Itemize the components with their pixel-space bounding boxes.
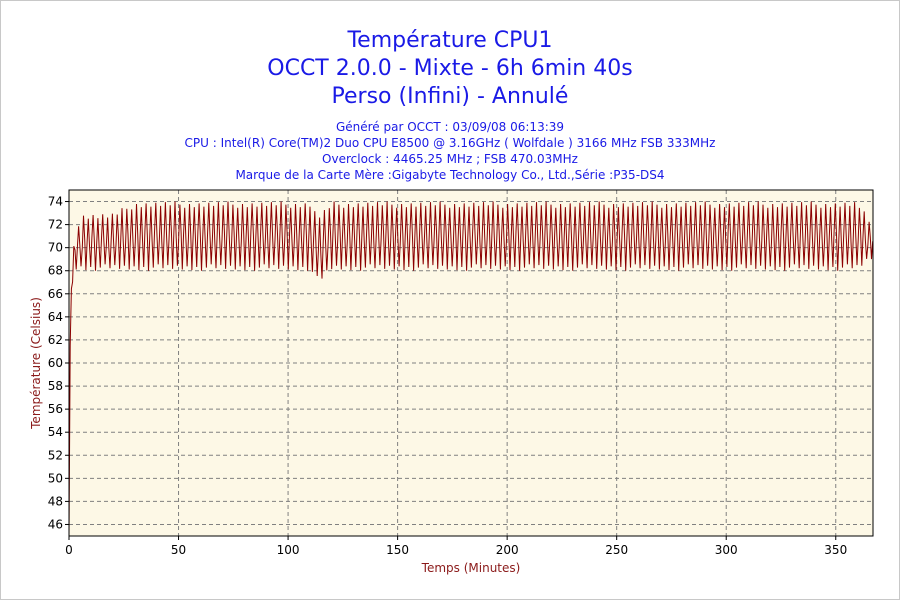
y-tick-label: 52 (48, 448, 63, 462)
chart-title-line2: OCCT 2.0.0 - Mixte - 6h 6min 40s (267, 56, 633, 81)
overclock-info: Overclock : 4465.25 MHz ; FSB 470.03MHz (322, 152, 578, 166)
generated-info: Généré par OCCT : 03/09/08 06:13:39 (335, 120, 565, 134)
x-tick-label: 200 (496, 543, 519, 557)
chart-title-line1: Température CPU1 (347, 28, 553, 53)
y-tick-label: 70 (48, 241, 63, 255)
y-tick-label: 50 (48, 471, 63, 485)
tick-labels: 46 48 50 52 54 56 58 60 62 64 66 68 70 72 74 0 50 100 150 2… (48, 195, 847, 557)
y-tick-label: 74 (48, 195, 63, 209)
cpu-info: CPU : Intel(R) Core(TM)2 Duo CPU E8500 @… (184, 136, 716, 150)
x-axis-title: Temps (Minutes) (421, 561, 521, 575)
x-tick-label: 300 (715, 543, 738, 557)
y-tick-label: 64 (48, 310, 63, 324)
y-tick-label: 68 (48, 264, 63, 278)
temperature-line (68, 201, 874, 537)
y-tick-label: 66 (48, 287, 63, 301)
y-tick-label: 60 (48, 356, 63, 370)
x-tick-label: 0 (65, 543, 73, 557)
motherboard-info: Marque de la Carte Mère :Gigabyte Techno… (235, 168, 665, 182)
y-tick-label: 56 (48, 402, 63, 416)
x-tick-label: 350 (824, 543, 847, 557)
temperature-series (68, 201, 874, 537)
y-tick-label: 48 (48, 494, 63, 508)
y-tick-label: 62 (48, 333, 63, 347)
chart-title-line3: Perso (Infini) - Annulé (331, 84, 569, 109)
x-tick-label: 250 (605, 543, 628, 557)
y-tick-label: 58 (48, 379, 63, 393)
x-tick-label: 150 (386, 543, 409, 557)
y-tick-label: 54 (48, 425, 63, 439)
y-tick-label: 46 (48, 517, 63, 531)
axes (65, 189, 874, 540)
y-axis-title: Température (Celsius) (29, 297, 43, 430)
x-tick-label: 100 (277, 543, 300, 557)
x-tick-label: 50 (171, 543, 186, 557)
y-tick-label: 72 (48, 218, 63, 232)
